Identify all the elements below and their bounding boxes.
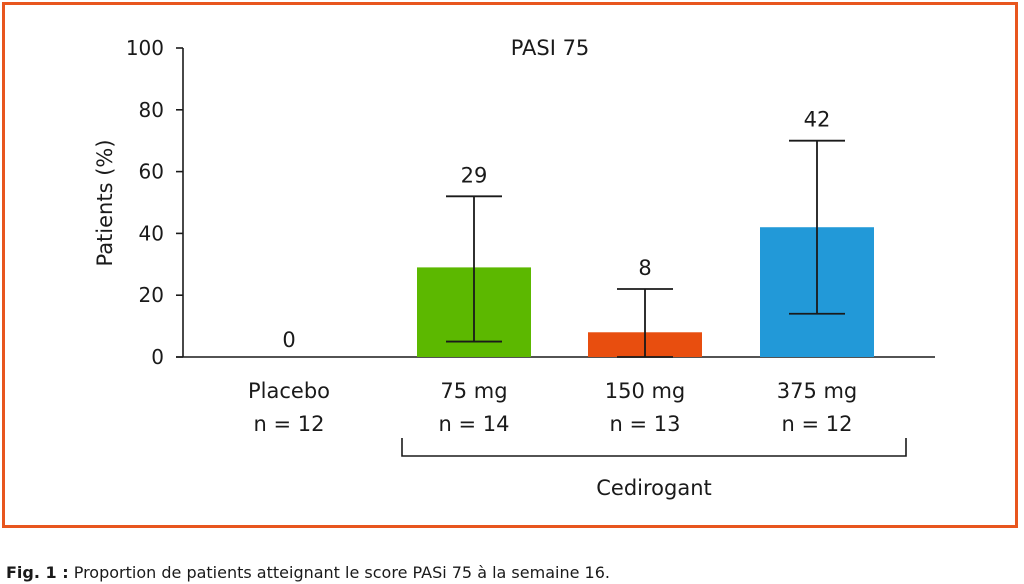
x-tick-sample-size: n = 12 xyxy=(782,412,853,436)
y-tick-label: 80 xyxy=(139,98,164,122)
y-tick-label: 100 xyxy=(126,36,164,60)
bars-group: 0 29 8 42 xyxy=(282,108,874,358)
data-label: 0 xyxy=(282,328,295,352)
x-tick-label: 75 mg xyxy=(440,379,507,403)
x-tick-sample-size: n = 12 xyxy=(254,412,325,436)
y-tick-label: 40 xyxy=(139,221,164,245)
caption-prefix: Fig. 1 : xyxy=(6,563,69,582)
x-tick-label: Placebo xyxy=(248,379,330,403)
x-tick-label: 150 mg xyxy=(605,379,686,403)
caption-text: Proportion de patients atteignant le sco… xyxy=(68,563,610,582)
y-tick-label: 20 xyxy=(139,283,164,307)
y-tick-label: 60 xyxy=(139,160,164,184)
y-axis-label: Patients (%) xyxy=(93,139,117,266)
x-tick-sample-size: n = 13 xyxy=(610,412,681,436)
figure-caption: Fig. 1 : Proportion de patients atteigna… xyxy=(6,563,610,582)
group-bracket xyxy=(401,438,907,457)
y-axis-ticks: 0 20 40 60 80 100 xyxy=(126,36,183,369)
x-axis-labels: Placebo n = 12 75 mg n = 14 150 mg n = 13 375 … xyxy=(248,379,857,436)
data-label: 42 xyxy=(804,108,831,132)
y-tick-label: 0 xyxy=(151,345,164,369)
chart-frame xyxy=(2,2,1018,528)
bar-chart: PASI 75 Patients (%) 0 20 40 60 80 100 0 29 8 42… xyxy=(93,36,935,500)
group-bracket-label: Cedirogant xyxy=(596,476,712,500)
x-tick-label: 375 mg xyxy=(777,379,858,403)
x-tick-sample-size: n = 14 xyxy=(439,412,510,436)
chart-title: PASI 75 xyxy=(511,36,590,60)
data-label: 29 xyxy=(461,163,488,187)
data-label: 8 xyxy=(638,256,651,280)
